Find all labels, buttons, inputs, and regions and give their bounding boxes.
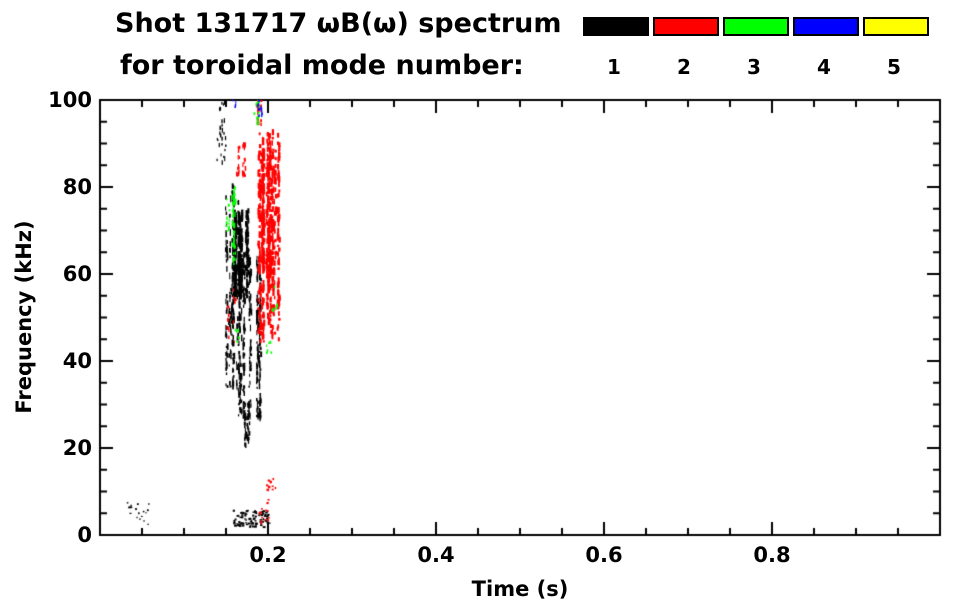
y-tick-label: 0	[77, 523, 92, 547]
x-tick-label: 0.8	[753, 543, 791, 567]
legend-label-1: 1	[607, 55, 621, 79]
legend-swatch-2	[653, 17, 719, 36]
legend-label-2: 2	[677, 55, 691, 79]
x-tick-label: 0.4	[417, 543, 455, 567]
legend-label-3: 3	[747, 55, 761, 79]
y-tick-label: 20	[62, 436, 92, 460]
legend-label-5: 5	[887, 55, 901, 79]
y-tick-label: 60	[62, 262, 92, 286]
legend-swatch-5	[863, 17, 929, 36]
x-tick-label: 0.2	[249, 543, 287, 567]
y-tick-label: 80	[62, 175, 92, 199]
legend-swatch-4	[793, 17, 859, 36]
chart-subtitle: for toroidal mode number:	[120, 50, 524, 81]
chart-title: Shot 131717 ωB(ω) spectrum	[115, 8, 562, 39]
legend-swatch-3	[723, 17, 789, 36]
x-axis-label: Time (s)	[471, 577, 569, 601]
y-tick-label: 40	[62, 349, 92, 373]
legend-label-4: 4	[817, 55, 831, 79]
legend-swatch-1	[583, 17, 649, 36]
y-axis-label: Frequency (kHz)	[12, 220, 36, 414]
y-tick-label: 100	[48, 88, 92, 112]
x-tick-label: 0.6	[585, 543, 623, 567]
